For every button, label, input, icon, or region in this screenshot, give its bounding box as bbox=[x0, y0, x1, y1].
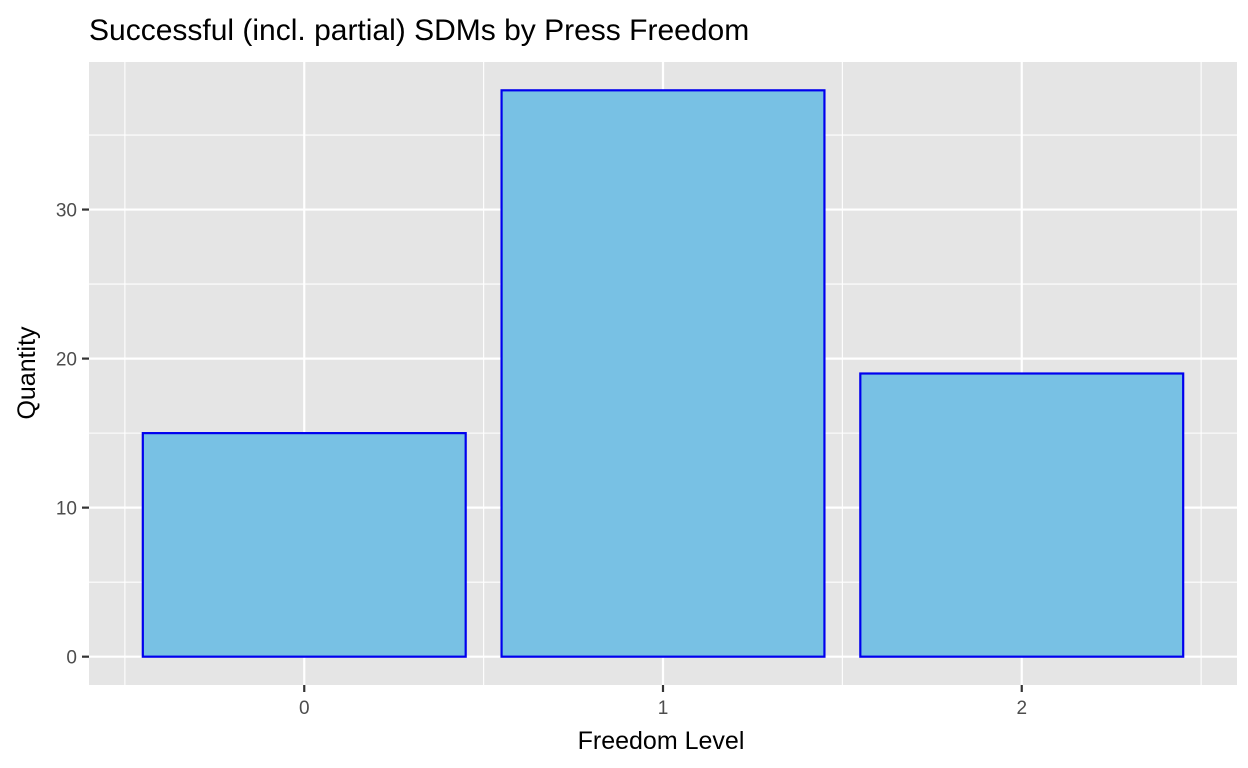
y-tick-label: 30 bbox=[56, 201, 77, 222]
y-tick-label: 20 bbox=[56, 350, 77, 371]
bars bbox=[141, 89, 1185, 658]
bar-2 bbox=[859, 372, 1185, 658]
y-tick-label: 0 bbox=[66, 648, 77, 669]
x-tick-label: 0 bbox=[299, 698, 310, 719]
x-tick-label: 2 bbox=[1016, 698, 1027, 719]
x-axis: 0 1 2 bbox=[299, 685, 1027, 719]
bar-1 bbox=[500, 89, 826, 658]
bar-0 bbox=[141, 432, 467, 658]
y-axis: 0 10 20 30 bbox=[56, 201, 89, 669]
chart-title: Successful (incl. partial) SDMs by Press… bbox=[89, 14, 749, 47]
x-axis-title: Freedom Level bbox=[578, 727, 745, 755]
y-axis-title: Quantity bbox=[13, 326, 41, 420]
x-tick-label: 1 bbox=[658, 698, 669, 719]
y-tick-label: 10 bbox=[56, 499, 77, 520]
